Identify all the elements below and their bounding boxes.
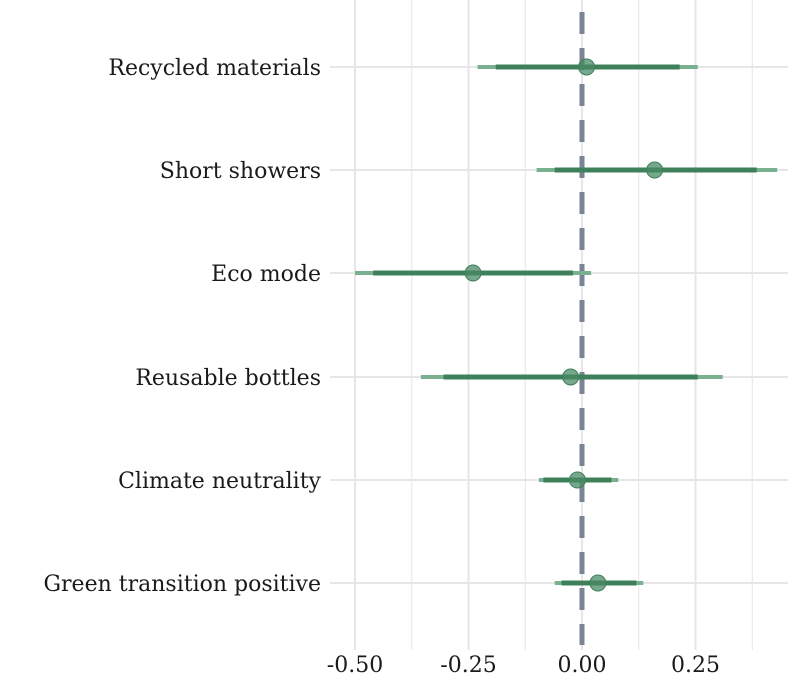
estimate-point-5 [589, 574, 607, 592]
x-tick-label-3: 0.25 [671, 653, 720, 678]
category-label-1: Short showers [160, 159, 321, 184]
x-tick-label-0: -0.50 [327, 653, 383, 678]
category-label-2: Eco mode [211, 262, 321, 287]
estimate-point-1 [646, 161, 664, 179]
category-label-4: Climate neutrality [118, 469, 321, 494]
x-tick-label-1: -0.25 [440, 653, 496, 678]
point-series [464, 58, 664, 592]
grid [330, 0, 788, 650]
category-label-5: Green transition positive [43, 572, 321, 597]
estimate-point-0 [578, 58, 596, 76]
estimate-point-4 [568, 471, 586, 489]
interval-series [355, 64, 778, 586]
x-tick-label-2: 0.00 [558, 653, 607, 678]
estimate-point-2 [464, 264, 482, 282]
category-label-3: Reusable bottles [135, 366, 321, 391]
category-axis: Recycled materials Short showers Eco mode R… [43, 56, 321, 597]
estimate-point-3 [562, 368, 580, 386]
category-label-0: Recycled materials [108, 56, 321, 81]
value-axis: -0.50 -0.25 0.00 0.25 [327, 653, 720, 678]
